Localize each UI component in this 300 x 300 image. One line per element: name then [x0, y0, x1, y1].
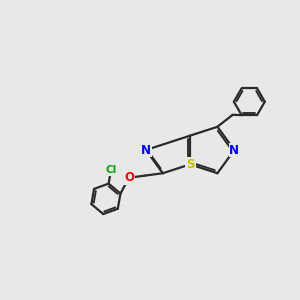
Text: Cl: Cl	[105, 165, 117, 176]
Text: N: N	[141, 143, 151, 157]
Text: S: S	[186, 158, 194, 171]
Text: O: O	[124, 171, 134, 184]
Text: N: N	[185, 158, 195, 171]
Text: N: N	[229, 143, 239, 157]
